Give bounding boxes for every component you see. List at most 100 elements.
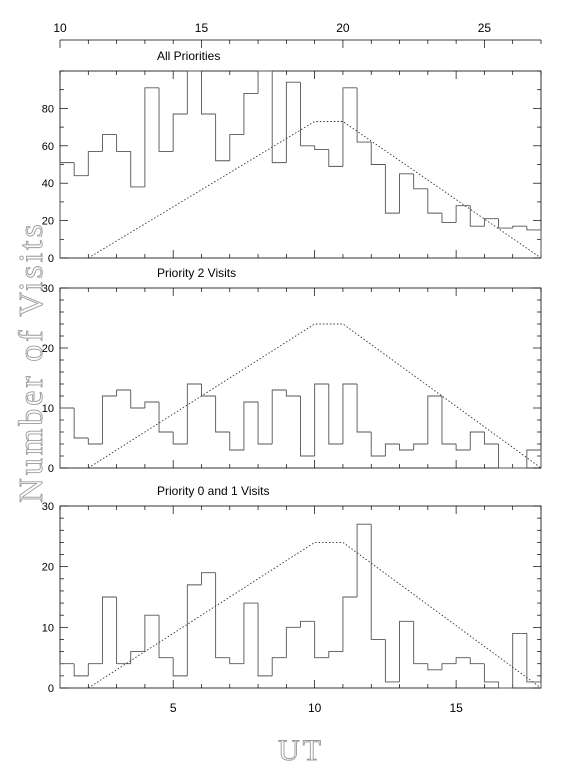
y-tick-label: 30	[42, 501, 54, 513]
histogram-bin	[483, 218, 499, 227]
histogram-bin	[370, 432, 386, 457]
y-tick-label: 60	[42, 141, 54, 153]
top-axis-tick-label: 20	[336, 21, 350, 35]
panel-priority-0-and-1-visits: 0 10 20 30 Priority 0 and 1 Visits 5 10 15	[42, 484, 542, 715]
top-axis-tick-label: 25	[478, 21, 492, 35]
panel-title: Priority 2 Visits	[157, 266, 236, 280]
histogram-bin	[172, 113, 188, 152]
top-axis: 10 15 20 25	[53, 21, 542, 48]
histogram-bin	[59, 663, 75, 688]
histogram-bin	[73, 162, 89, 177]
histogram-bin	[300, 396, 315, 457]
y-tick-label: 40	[42, 178, 54, 190]
histogram-bin	[243, 92, 259, 135]
panel-priority-2-visits: 0 10 20 30 Priority 2 Visits	[42, 266, 542, 475]
histogram-bin	[427, 663, 442, 671]
histogram-bin	[328, 651, 343, 658]
histogram-bin	[229, 432, 244, 451]
histogram-bin	[342, 596, 358, 652]
histogram-bin	[328, 384, 343, 445]
histogram-bin	[101, 596, 117, 664]
histogram-bin	[526, 449, 542, 468]
histogram-bin	[370, 142, 386, 165]
histogram-bin	[87, 663, 103, 676]
histogram-bin	[526, 226, 542, 258]
histogram-bin	[73, 663, 89, 677]
histogram-bin	[130, 390, 145, 409]
histogram-bin	[469, 431, 485, 450]
histogram-bin	[384, 443, 400, 456]
histogram-bin	[483, 432, 499, 445]
histogram-bin	[498, 444, 513, 469]
histogram-bin	[116, 597, 131, 665]
histogram-bin	[186, 383, 202, 444]
histogram-bin	[158, 402, 174, 433]
histogram-bin	[257, 402, 273, 445]
y-tick-label: 0	[48, 253, 54, 265]
histogram-bin	[512, 632, 527, 688]
y-tick-label: 20	[42, 343, 54, 355]
y-tick-label: 20	[42, 216, 54, 228]
histogram-bin	[59, 407, 75, 468]
histogram-bin	[370, 524, 386, 640]
histogram-bin	[271, 389, 287, 444]
panel-all-priorities: 0 20 40 60 80 All Priorities	[42, 49, 542, 265]
histogram-bin	[342, 383, 358, 444]
histogram-bin	[469, 205, 485, 227]
y-tick-label: 80	[42, 103, 54, 115]
histogram-bin	[441, 396, 457, 445]
y-tick-label: 0	[48, 683, 54, 695]
histogram-bin	[101, 395, 117, 444]
histogram-bin	[229, 134, 244, 161]
histogram-bin	[314, 145, 329, 150]
plot-frame	[59, 287, 542, 469]
histogram-bin	[172, 432, 188, 445]
histogram-bin	[314, 621, 329, 659]
histogram-bin	[87, 438, 103, 445]
histogram-bin	[356, 523, 372, 597]
y-tick-label: 0	[48, 463, 54, 475]
top-axis-tick-label: 15	[195, 21, 209, 35]
x-tick-label: 10	[308, 701, 322, 715]
histogram-bin	[483, 663, 499, 683]
histogram-bin	[257, 603, 273, 677]
x-tick-label: 5	[170, 701, 177, 715]
histogram-bin	[215, 572, 230, 659]
histogram-bin	[399, 444, 414, 451]
y-axis-label: Number of Visits	[13, 221, 50, 502]
histogram-bin	[186, 70, 202, 115]
histogram-bin	[257, 70, 273, 94]
histogram-bin	[427, 395, 442, 444]
availability-envelope	[88, 121, 542, 259]
y-tick-label: 30	[42, 283, 54, 295]
histogram-bin	[300, 620, 315, 628]
plot-frame	[59, 505, 542, 689]
histogram-bin	[455, 444, 471, 451]
histogram-bin	[172, 657, 188, 677]
histogram-bin	[285, 390, 301, 397]
histogram-bin	[186, 584, 202, 676]
histogram-bin	[455, 657, 471, 664]
histogram-bin	[399, 620, 414, 682]
histogram-bin	[59, 162, 75, 258]
histogram-bin	[158, 615, 174, 659]
histogram-bin	[526, 633, 542, 688]
histogram-bin	[158, 87, 174, 152]
x-tick-label: 15	[449, 701, 463, 715]
histogram-bin	[144, 87, 160, 187]
histogram-bin	[87, 150, 103, 176]
availability-envelope	[88, 323, 542, 469]
histogram-bin	[201, 71, 216, 115]
histogram-bin	[328, 149, 343, 167]
histogram-bin	[116, 134, 131, 152]
histogram-bin	[441, 213, 457, 223]
histogram-bin	[413, 443, 428, 450]
histogram-bin	[285, 81, 301, 163]
y-tick-label: 10	[42, 403, 54, 415]
histogram-bin	[144, 401, 160, 408]
histogram-bin	[512, 225, 527, 229]
histogram-bin	[413, 621, 428, 665]
histogram-bin	[201, 572, 216, 585]
histogram-bin	[243, 602, 259, 664]
